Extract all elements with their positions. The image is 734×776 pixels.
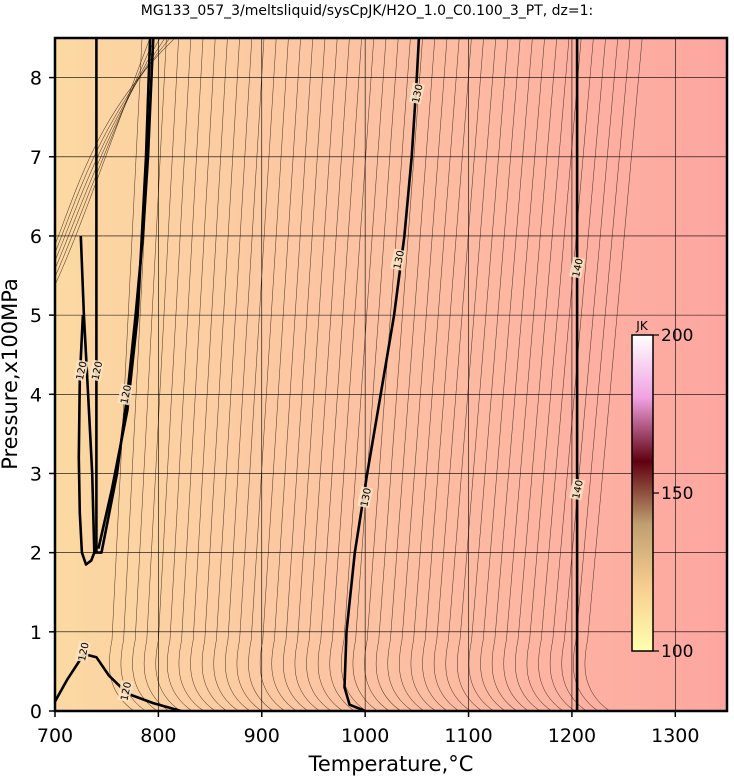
contour-label-140: 140 [571,257,586,278]
grid [55,38,727,711]
y-tick-label: 7 [30,147,42,169]
minor-isoline [248,38,289,711]
minor-isoline [410,38,460,711]
y-tick-label: 1 [30,622,42,644]
minor-isoline [271,38,314,711]
x-tick-label: 1200 [548,725,596,747]
contour-label-120: 120 [119,384,134,405]
minor-isoline [259,38,301,711]
minor-isoline [433,38,484,711]
y-tick-label: 2 [30,543,42,565]
minor-isoline [341,38,387,711]
plot-background [55,38,727,711]
contour-label-120: 120 [119,681,134,702]
minor-isoline [201,38,240,711]
x-tick-label: 800 [140,725,176,747]
minor-isoline [468,38,521,711]
minor-isoline [132,38,167,711]
x-tick-label: 1100 [444,725,492,747]
chart-title: MG133_057_3/meltsliquid/sysCpJK/H2O_1.0_… [141,3,593,19]
minor-isoline [55,38,161,270]
minor-isoline [503,38,558,711]
minor-isoline [283,38,326,711]
y-tick-label: 3 [30,463,42,485]
minor-isoline [399,38,448,711]
y-axis: 0 1 2 3 4 5 6 7 8 [30,68,55,723]
y-axis-label: Pressure,x100MPa [0,278,22,470]
contour-label-120: 120 [77,641,92,662]
y-tick-label: 0 [30,701,42,723]
colorbar: JK 100 150 200 [631,319,693,662]
y-tick-label: 5 [30,305,42,327]
minor-isoline [143,38,179,711]
y-tick-label: 4 [30,384,42,406]
minor-isoline [213,38,253,711]
minor-contour-lines [55,38,643,711]
x-tick-label: 1300 [651,725,699,747]
minor-isoline [55,38,156,278]
minor-isoline [491,38,545,711]
colorbar-unit: JK [635,319,649,333]
minor-isoline [422,38,472,711]
colorbar-ticks: 100 150 200 [653,326,693,662]
contour-120 [97,38,152,549]
minor-isoline [480,38,533,711]
contour-label-140: 140 [571,479,586,500]
minor-isoline [526,38,582,711]
contour-label-120: 120 [91,360,106,381]
minor-isoline [538,38,594,711]
colorbar-tick-label: 200 [661,326,693,346]
colorbar-tick-label: 150 [661,484,693,504]
minor-isoline [317,38,362,711]
minor-isoline [445,38,497,711]
y-tick-label: 6 [30,226,42,248]
contour-label-120: 120 [75,360,90,381]
plot-frame [53,36,729,713]
minor-isoline [225,38,265,711]
minor-isoline [109,38,143,711]
colorbar-tick-label: 100 [661,642,693,662]
minor-isoline [55,38,151,286]
minor-isoline [167,38,204,711]
contour-120 [55,652,182,711]
major-contour-lines [55,38,579,711]
minor-isoline [352,38,399,711]
x-tick-label: 700 [37,725,73,747]
minor-isoline [387,38,436,711]
x-axis: 700 800 900 1000 1100 1200 1300 [37,711,699,747]
minor-isoline [120,38,155,711]
minor-isoline [178,38,216,711]
colorbar-ramp [631,334,654,652]
minor-isoline [584,38,643,711]
contour-120 [77,315,96,566]
y-tick-label: 8 [30,68,42,90]
x-tick-label: 900 [244,725,280,747]
minor-isoline [294,38,338,711]
minor-isoline [573,38,631,711]
contour-label-130: 130 [411,83,426,104]
minor-isoline [375,38,423,711]
minor-isoline [306,38,350,711]
contour-130 [343,38,421,711]
x-tick-label: 1000 [341,725,389,747]
contour-label-130: 130 [392,250,407,271]
contour-label-130: 130 [359,487,374,508]
minor-isoline [329,38,375,711]
minor-isoline [549,38,606,711]
minor-isoline [515,38,570,711]
minor-isoline [190,38,228,711]
minor-isoline [457,38,509,711]
minor-isoline [236,38,277,711]
x-axis-label: Temperature,°C [308,752,474,776]
